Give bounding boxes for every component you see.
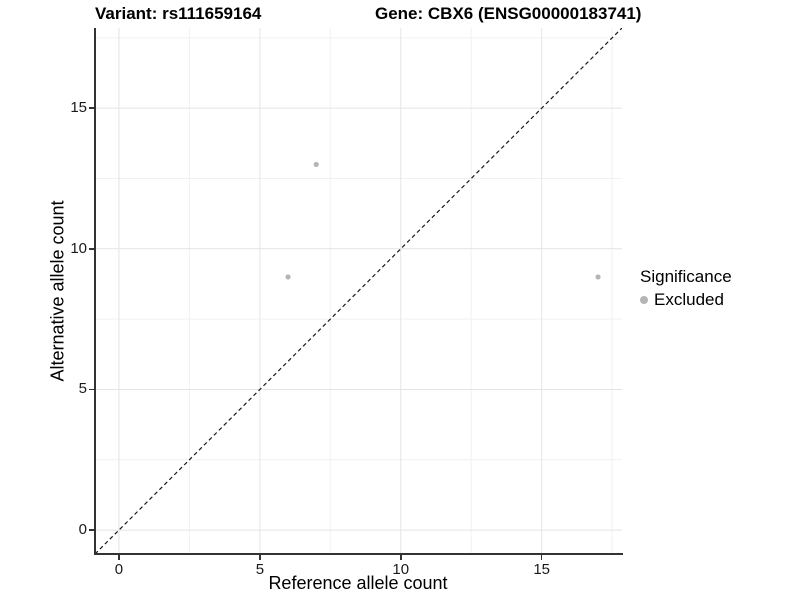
data-point	[285, 274, 291, 280]
identity-line	[95, 28, 622, 554]
x-tick-mark	[400, 555, 402, 560]
x-tick-label: 10	[392, 561, 410, 578]
x-tick-label: 0	[114, 561, 124, 578]
legend-item-label: Excluded	[654, 290, 724, 309]
legend: Significance Excluded	[640, 267, 732, 310]
y-axis-line	[94, 28, 96, 555]
y-tick-label: 15	[70, 99, 87, 117]
x-tick-label: 15	[533, 561, 551, 578]
y-tick-label: 10	[70, 239, 87, 257]
chart-panel	[95, 28, 622, 554]
x-tick-label: 5	[255, 561, 265, 578]
y-tick-mark	[89, 388, 94, 391]
x-axis-line	[94, 553, 623, 555]
x-axis-title: Reference allele count	[268, 573, 448, 593]
y-tick-mark	[89, 529, 94, 531]
chart-canvas	[95, 28, 622, 554]
y-tick-label: 0	[78, 521, 87, 539]
x-tick-mark	[540, 555, 543, 560]
data-point	[595, 274, 601, 280]
legend-point-icon	[640, 296, 648, 304]
legend-item-excluded: Excluded	[640, 290, 732, 310]
gene-title: Gene: CBX6 (ENSG00000183741)	[375, 4, 642, 23]
y-axis-title: Alternative allele count	[47, 200, 68, 382]
x-tick-mark	[259, 555, 261, 560]
legend-title: Significance	[640, 267, 732, 286]
data-point	[313, 161, 319, 168]
x-tick-mark	[118, 555, 120, 560]
y-tick-mark	[89, 248, 94, 250]
variant-title: Variant: rs111659164	[95, 4, 262, 23]
y-tick-mark	[89, 107, 94, 109]
y-tick-label: 5	[78, 380, 87, 398]
